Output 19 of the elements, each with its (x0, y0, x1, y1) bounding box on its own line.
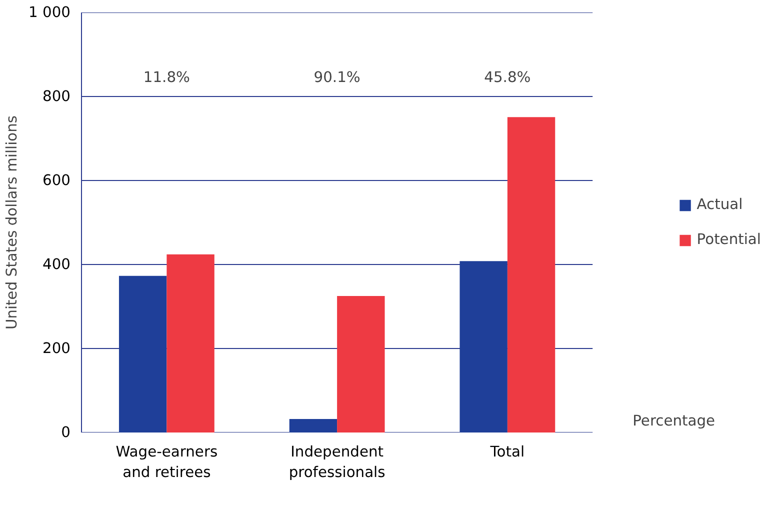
bar (507, 117, 556, 432)
y-tick-label: 800 (42, 88, 71, 105)
annotation: 11.8% (143, 69, 190, 86)
legend-label: Actual (696, 196, 743, 213)
x-tick-label: Wage-earners and retirees (116, 444, 218, 481)
bar (166, 254, 214, 432)
text: Percentage (632, 412, 716, 430)
annotation: 45.8% (484, 69, 531, 86)
y-tick-label: 400 (42, 256, 71, 273)
y-tick-label: 600 (42, 172, 71, 189)
bar (337, 296, 385, 432)
annotation: 90.1% (314, 69, 360, 86)
y-tick-label: 200 (42, 340, 71, 357)
y-axis-title: United States dollars millions (4, 115, 21, 330)
y-tick-label: 1 000 (28, 4, 71, 21)
x-tick-label: Total (489, 444, 525, 460)
legend-label: Potential (696, 231, 761, 248)
x-tick-label: Independent professionals (288, 444, 386, 481)
y-tick-label: 0 (61, 424, 71, 441)
